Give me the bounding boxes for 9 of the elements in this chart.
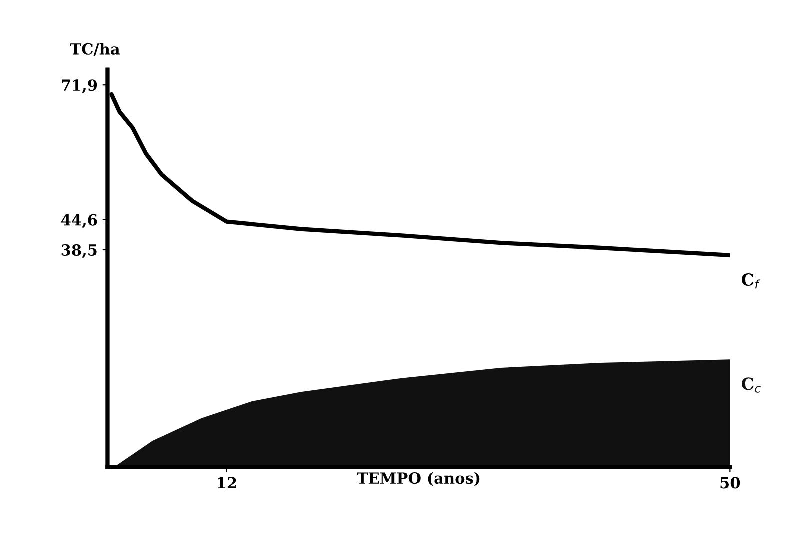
- y-tick-label: 71,9: [62, 80, 98, 94]
- x-tick-label: 12: [218, 477, 236, 489]
- y-tick-label: 44,6: [61, 214, 98, 228]
- y-tick-label: 38,5: [62, 244, 97, 258]
- series-label: C$_{f}$: [742, 273, 760, 289]
- x-axis-title: TEMPO (anos): [356, 472, 480, 486]
- y-axis-title: TC/ha: [70, 43, 120, 56]
- series-label: C$_{c}$: [742, 378, 761, 393]
- x-tick-label: 50: [720, 477, 740, 489]
